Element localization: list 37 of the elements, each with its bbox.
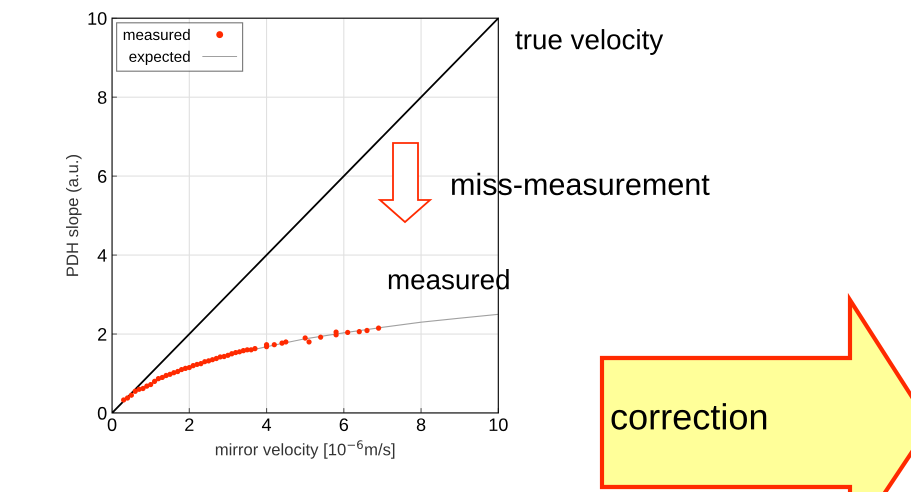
point [198, 361, 204, 366]
point [128, 392, 134, 398]
x-tick-label: 10 [490, 418, 508, 432]
y-tick-label: 0 [98, 406, 106, 420]
point [283, 339, 288, 345]
point [376, 326, 382, 331]
y-tick-label: 6 [98, 170, 106, 183]
point [148, 382, 154, 388]
point [124, 395, 130, 401]
text: true velocity [515, 29, 664, 55]
point [121, 397, 126, 403]
point [302, 335, 308, 341]
text: correction [612, 403, 766, 430]
point [152, 378, 158, 384]
point [272, 342, 277, 348]
point [140, 386, 146, 392]
y-tick-label: 4 [98, 249, 107, 262]
x-axis-title: mirror velocity [10$^{−6}$m/s] [216, 440, 394, 459]
legend-label: expected [129, 50, 190, 66]
point [252, 346, 258, 352]
point [356, 329, 362, 334]
point [132, 388, 138, 394]
legend-label: measured [124, 28, 190, 40]
point [318, 334, 324, 340]
point [186, 364, 192, 370]
x-tick-label: 2 [185, 418, 194, 431]
point [306, 339, 312, 345]
y-tick-label: 2 [98, 328, 106, 341]
y-tick-label: 10 [88, 12, 106, 25]
x-tick-label: 4 [262, 418, 272, 431]
x-tick-label: 0 [108, 418, 116, 432]
x-tick-label: 6 [340, 418, 348, 432]
y-tick-label: 8 [98, 91, 106, 104]
point [364, 328, 370, 334]
x-tick-label: 8 [416, 418, 426, 432]
point [345, 330, 350, 336]
y-axis-title: PDH slope (a.u.) [66, 155, 82, 276]
